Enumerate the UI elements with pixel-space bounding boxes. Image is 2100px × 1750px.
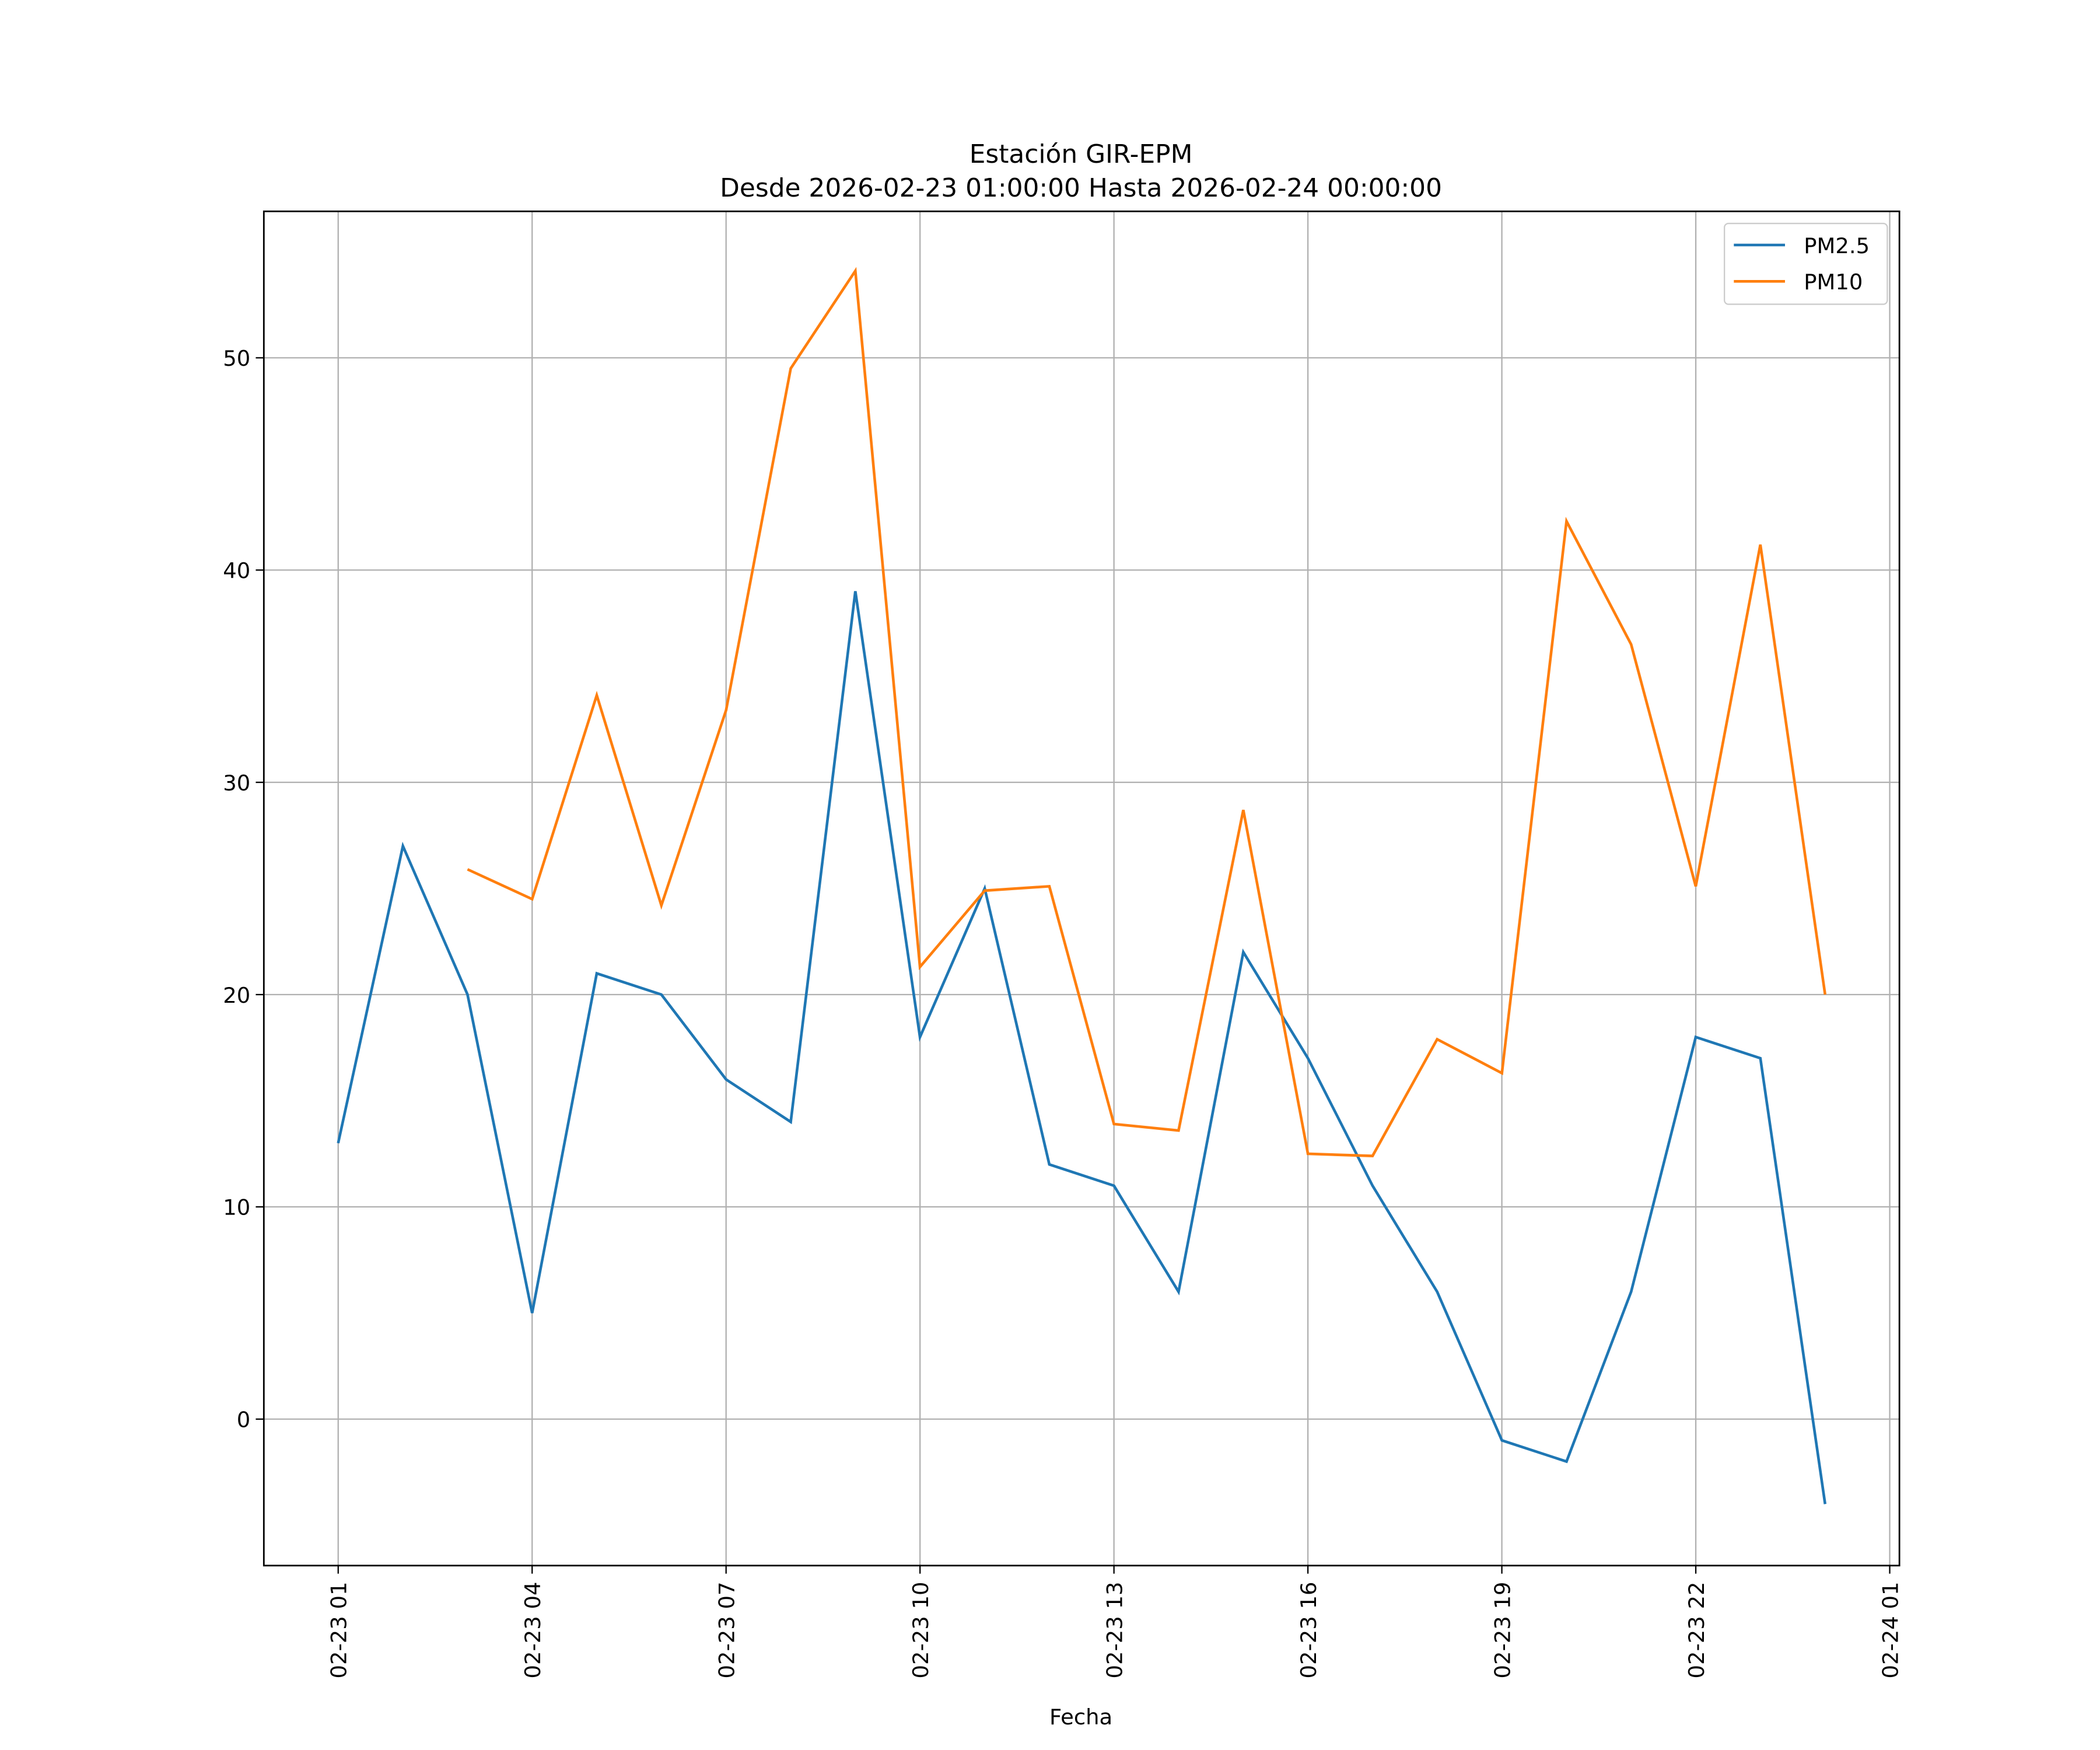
y-tick-label: 0 [237,1408,250,1433]
y-tick-label: 30 [223,771,250,796]
series-line-pm10 [467,267,1827,1157]
y-tick-label: 40 [223,558,250,583]
axes-frame [262,210,1901,1567]
y-tick-label: 10 [223,1195,250,1220]
x-tick-label: 02-23 16 [1296,1582,1321,1679]
x-tick-label: 02-23 01 [327,1582,352,1679]
legend-label: PM2.5 [1804,233,1870,258]
x-tick-label: 02-24 01 [1878,1582,1903,1679]
y-tick-label: 50 [223,346,250,371]
legend-label: PM10 [1804,270,1863,295]
x-tick-label: 02-23 19 [1490,1582,1515,1679]
x-tick-label: 02-23 07 [715,1582,740,1679]
x-tick-label: 02-23 04 [520,1582,545,1679]
chart-subtitle: Desde 2026-02-23 01:00:00 Hasta 2026-02-… [720,173,1442,203]
legend: PM2.5 PM10 [1723,222,1888,305]
chart-title: Estación GIR-EPM [970,139,1193,169]
x-tick-label: 02-23 13 [1102,1582,1127,1679]
grid [264,211,1900,1566]
series-lines [337,267,1827,1504]
x-tick-label: 02-23 10 [908,1582,933,1679]
x-axis-label: Fecha [1049,1704,1112,1730]
series-line-pm25 [337,591,1827,1504]
x-tick-label: 02-23 22 [1684,1582,1709,1679]
y-tick-label: 20 [223,983,250,1008]
ticks: 0 10 20 30 40 50 02-23 01 02-23 04 02-23 07 02-23… [223,346,1903,1678]
